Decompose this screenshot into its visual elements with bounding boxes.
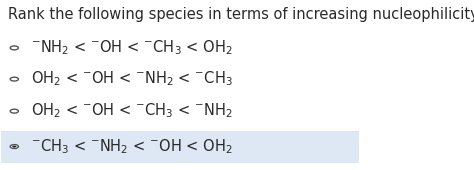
Circle shape: [10, 109, 18, 113]
Circle shape: [10, 145, 18, 148]
Text: Rank the following species in terms of increasing nucleophilicity:: Rank the following species in terms of i…: [8, 7, 474, 22]
Text: $^{-}$CH$_3$ < $^{-}$NH$_2$ < $^{-}$OH < OH$_2$: $^{-}$CH$_3$ < $^{-}$NH$_2$ < $^{-}$OH <…: [31, 137, 233, 156]
Circle shape: [10, 77, 18, 81]
Text: OH$_2$ < $^{-}$OH < $^{-}$NH$_2$ < $^{-}$CH$_3$: OH$_2$ < $^{-}$OH < $^{-}$NH$_2$ < $^{-}…: [31, 70, 233, 88]
Text: OH$_2$ < $^{-}$OH < $^{-}$CH$_3$ < $^{-}$NH$_2$: OH$_2$ < $^{-}$OH < $^{-}$CH$_3$ < $^{-}…: [31, 102, 233, 121]
Circle shape: [10, 46, 18, 50]
Text: $^{-}$NH$_2$ < $^{-}$OH < $^{-}$CH$_3$ < OH$_2$: $^{-}$NH$_2$ < $^{-}$OH < $^{-}$CH$_3$ <…: [31, 39, 233, 57]
FancyBboxPatch shape: [0, 131, 359, 163]
Circle shape: [12, 146, 16, 148]
